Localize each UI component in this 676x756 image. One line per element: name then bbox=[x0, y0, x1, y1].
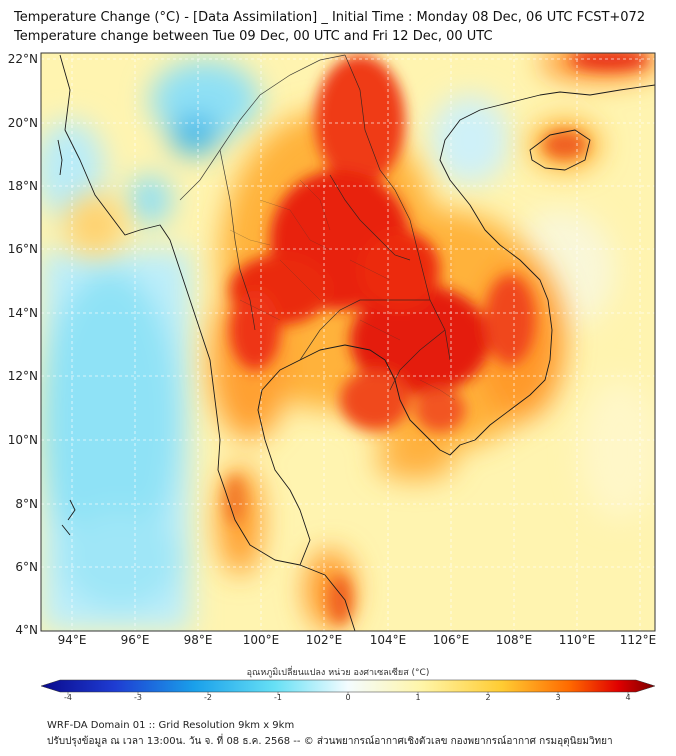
longitude-axis: 94°E 96°E 98°E 100°E 102°E 104°E 106°E 1… bbox=[58, 633, 657, 647]
colorbar-tick-label: -4 bbox=[64, 693, 72, 700]
lon-label: 108°E bbox=[496, 633, 533, 647]
lat-label: 20°N bbox=[8, 116, 38, 130]
map-subtitle: Temperature change between Tue 09 Dec, 0… bbox=[14, 29, 493, 44]
colorbar-tick-label: 2 bbox=[485, 693, 490, 700]
lat-label: 8°N bbox=[15, 497, 38, 511]
map-frame bbox=[40, 52, 656, 632]
country-borders bbox=[179, 54, 451, 391]
lon-label: 110°E bbox=[559, 633, 596, 647]
colorbar-title: อุณหภูมิเปลี่ยนแปลง หน่วย องศาเซลเซียส (… bbox=[246, 668, 430, 678]
temperature-change-map: 94°E 96°E 98°E 100°E 102°E 104°E 106°E 1… bbox=[8, 52, 657, 700]
colorbar-ramp bbox=[40, 679, 656, 693]
lon-label: 112°E bbox=[620, 633, 657, 647]
lat-label: 12°N bbox=[8, 369, 38, 383]
lon-label: 102°E bbox=[306, 633, 343, 647]
lon-label: 106°E bbox=[433, 633, 470, 647]
latitude-axis: 22°N 20°N 18°N 16°N 14°N 12°N 10°N 8°N 6… bbox=[8, 52, 38, 637]
colorbar-tick-label: -1 bbox=[274, 693, 282, 700]
lat-label: 10°N bbox=[8, 433, 38, 447]
lat-label: 18°N bbox=[8, 179, 38, 193]
map-title: Temperature Change (°C) - [Data Assimila… bbox=[14, 10, 646, 25]
lon-label: 98°E bbox=[184, 633, 213, 647]
lon-label: 94°E bbox=[58, 633, 87, 647]
colorbar-tick-label: 1 bbox=[415, 693, 420, 700]
colorbar-tick-label: -3 bbox=[134, 693, 142, 700]
colorbar-tick-label: 3 bbox=[555, 693, 560, 700]
lat-label: 14°N bbox=[8, 306, 38, 320]
colorbar-tick-label: 0 bbox=[345, 693, 350, 700]
lon-label: 100°E bbox=[243, 633, 280, 647]
cool-anomaly-field bbox=[41, 60, 655, 631]
model-info: WRF-DA Domain 01 :: Grid Resolution 9km … bbox=[47, 720, 295, 731]
coastlines bbox=[57, 54, 655, 631]
colorbar-tick-label: -2 bbox=[204, 693, 212, 700]
colorbar-tick-label: 4 bbox=[625, 693, 630, 700]
graticule bbox=[41, 53, 655, 631]
update-credit: ปรับปรุงข้อมูล ณ เวลา 13:00น. วัน จ. ที่… bbox=[47, 736, 613, 747]
province-borders bbox=[229, 179, 456, 401]
lat-label: 16°N bbox=[8, 242, 38, 256]
colorbar: -4 -3 -2 -1 0 1 2 3 4 bbox=[40, 679, 656, 700]
lon-label: 96°E bbox=[121, 633, 150, 647]
lat-label: 6°N bbox=[15, 560, 38, 574]
hot-core-field bbox=[225, 53, 650, 625]
colorbar-ticks bbox=[67, 692, 629, 695]
lon-label: 104°E bbox=[370, 633, 407, 647]
lat-label: 4°N bbox=[15, 623, 38, 637]
lat-label: 22°N bbox=[8, 52, 38, 66]
